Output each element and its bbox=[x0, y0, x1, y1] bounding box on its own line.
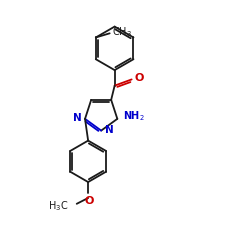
Text: N: N bbox=[72, 113, 81, 123]
Text: N: N bbox=[105, 124, 114, 134]
Text: O: O bbox=[134, 74, 143, 84]
Text: NH$_2$: NH$_2$ bbox=[122, 109, 144, 123]
Text: H$_3$C: H$_3$C bbox=[48, 199, 68, 213]
Text: O: O bbox=[84, 196, 94, 206]
Text: CH$_3$: CH$_3$ bbox=[112, 26, 132, 39]
